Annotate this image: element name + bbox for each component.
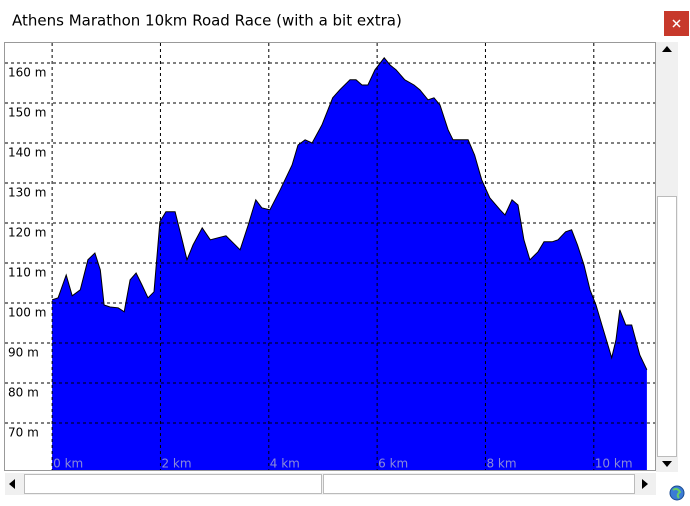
globe-land[interactable] (672, 487, 682, 499)
x-tick-label: 8 km (486, 457, 516, 471)
y-tick-label: 80 m (8, 386, 39, 400)
area-outline (51, 56, 648, 371)
x-tick-label: 2 km (161, 457, 191, 471)
y-tick-label: 160 m (8, 66, 46, 80)
h-scrollbar[interactable] (5, 473, 656, 495)
y-tick-label: 110 m (8, 266, 46, 280)
x-tick-label: 6 km (378, 457, 408, 471)
y-tick-label: 90 m (8, 346, 39, 360)
y-tick-label: 150 m (8, 106, 46, 120)
plot: 70 m 80 m 90 m 100 m 110 m 120 m 130 m 140 m 150… (5, 43, 655, 471)
v-scrollbar[interactable] (656, 42, 678, 472)
right-arrow[interactable] (642, 479, 648, 489)
up-arrow[interactable] (662, 46, 672, 52)
y-tick-label: 130 m (8, 186, 46, 200)
v-thumb[interactable] (657, 196, 677, 457)
x-tick-label: 0 km (53, 457, 83, 471)
window-title: Athens Marathon 10km Road Race (with a b… (12, 12, 402, 30)
close-button[interactable] (664, 11, 689, 36)
y-tick-label: 140 m (8, 146, 46, 160)
h-thumb[interactable] (323, 474, 635, 494)
y-tick-label: 100 m (8, 306, 46, 320)
globe-icon[interactable] (669, 485, 685, 501)
y-tick-label: 120 m (8, 226, 46, 240)
close-icon[interactable] (672, 19, 681, 28)
left-arrow[interactable] (9, 479, 15, 489)
y-tick-label: 70 m (8, 426, 39, 440)
h-thumb[interactable] (24, 474, 322, 494)
down-arrow[interactable] (662, 461, 672, 467)
x-tick-label: 4 km (270, 457, 300, 471)
area-fill (52, 57, 647, 470)
x-tick-label: 10 km (595, 457, 633, 471)
